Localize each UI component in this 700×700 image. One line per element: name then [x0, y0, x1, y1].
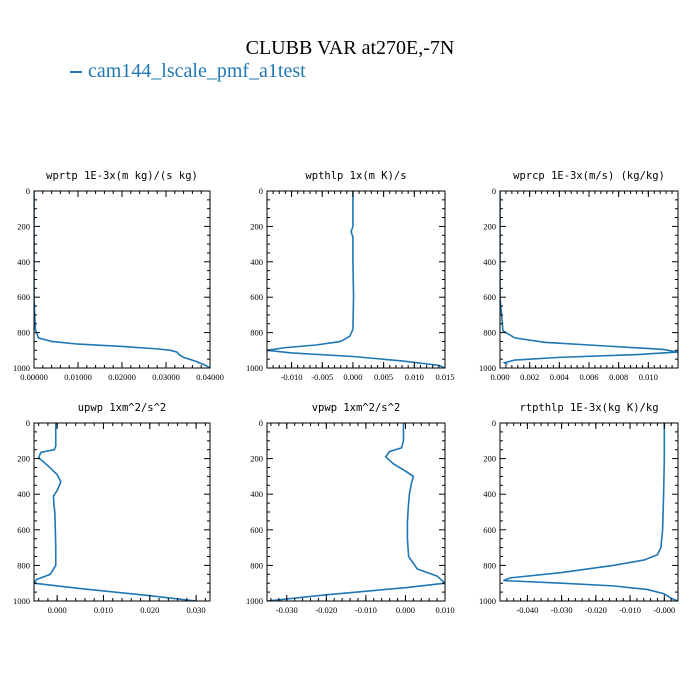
series-line [503, 423, 678, 601]
x-tick-label: 0.04000 [196, 372, 224, 382]
panel-2: wpthlp 1x(m K)/s 0 200 400 600 800 1000 -0.010-… [246, 170, 455, 382]
x-tick-label: 0.030 [187, 605, 206, 615]
y-tick-label: 800 [483, 560, 496, 570]
y-tick-label: 200 [17, 221, 30, 231]
y-tick-label: 0 [259, 418, 263, 428]
x-tick-label: -0.020 [585, 605, 607, 615]
x-tick-label: -0.020 [315, 605, 337, 615]
y-tick-label: 600 [483, 292, 496, 302]
y-tick-label: 600 [250, 292, 263, 302]
y-tick-label: 400 [17, 257, 30, 267]
y-tick-label: 200 [17, 454, 30, 464]
y-tick-label: 800 [250, 328, 263, 338]
panel-5: vpwp 1xm^2/s^2 0 200 400 600 800 1000 -0.030 -0.… [246, 402, 455, 615]
x-tick-label: 0.004 [550, 372, 570, 382]
y-tick-label: 0 [259, 186, 263, 196]
x-tick-label: 0.006 [579, 372, 598, 382]
x-tick-label: 0.02000 [108, 372, 136, 382]
x-tick-label: 0.008 [609, 372, 628, 382]
x-tick-label: 0.010 [639, 372, 658, 382]
y-tick-label: 200 [483, 454, 496, 464]
panel-title: rtpthlp 1E-3x(kg K)/kg [519, 402, 658, 414]
x-tick-label: 0.015 [435, 372, 454, 382]
panel-title: vpwp 1xm^2/s^2 [312, 402, 401, 414]
y-tick-label: 400 [17, 489, 30, 499]
y-tick-label: 400 [483, 257, 496, 267]
y-tick-label: 0 [492, 418, 496, 428]
y-tick-label: 1000 [246, 596, 263, 606]
x-tick-label: -0.030 [551, 605, 573, 615]
series-line [267, 423, 445, 601]
x-tick-label: 0.000 [48, 605, 67, 615]
plot-frame [33, 422, 211, 602]
y-tick-label: 1000 [479, 363, 496, 373]
x-tick-label: 0.000 [490, 372, 509, 382]
panel-6: rtpthlp 1E-3x(kg K)/kg 0 200 400 600 800 1000 -… [479, 402, 679, 615]
panel-4: upwp 1xm^2/s^2 0 200 400 600 800 1000 0.000 0.01… [13, 402, 211, 615]
series-line [267, 191, 445, 368]
x-tick-label: 0.000 [343, 372, 362, 382]
x-tick-label: 0.020 [140, 605, 159, 615]
y-tick-label: 800 [250, 560, 263, 570]
plot-frame [499, 422, 679, 602]
y-tick-label: 0 [492, 186, 496, 196]
panel-title: upwp 1xm^2/s^2 [78, 402, 167, 414]
y-tick-label: 400 [250, 257, 263, 267]
y-tick-label: 200 [250, 454, 263, 464]
x-tick-label: -0.010 [619, 605, 641, 615]
x-tick-label: 0.000 [396, 605, 415, 615]
plot-frame [33, 190, 211, 369]
x-tick-label: 0.005 [374, 372, 393, 382]
x-tick-label: -0.000 [653, 605, 675, 615]
y-tick-label: 1000 [246, 363, 263, 373]
legend-line-icon [70, 71, 82, 74]
y-tick-label: 1000 [13, 596, 30, 606]
y-tick-label: 1000 [479, 596, 496, 606]
x-tick-label: -0.030 [276, 605, 298, 615]
x-tick-label: 0.010 [94, 605, 113, 615]
panel-3: wprcp 1E-3x(m/s) (kg/kg) 0 200 400 600 800 100… [479, 170, 679, 382]
series-line [34, 191, 210, 368]
plot-frame [499, 190, 679, 369]
y-tick-label: 0 [26, 186, 30, 196]
panel-1: wprtp 1E-3x(m kg)/(s kg) 0 200 400 600 800 100… [13, 170, 224, 382]
x-tick-label: -0.010 [281, 372, 303, 382]
legend: cam144_lscale_pmf_a1test [70, 60, 306, 83]
x-tick-label: 0.002 [520, 372, 539, 382]
panel-title: wprtp 1E-3x(m kg)/(s kg) [46, 170, 198, 182]
x-tick-label: -0.040 [516, 605, 538, 615]
series-line [500, 191, 678, 366]
series-line [34, 423, 197, 601]
y-tick-label: 600 [483, 525, 496, 535]
x-tick-label: 0.010 [435, 605, 454, 615]
panel-title: wpthlp 1x(m K)/s [305, 170, 406, 182]
y-tick-label: 800 [17, 560, 30, 570]
x-tick-label: 0.00000 [20, 372, 48, 382]
legend-label: cam144_lscale_pmf_a1test [88, 60, 306, 82]
y-tick-label: 600 [250, 525, 263, 535]
chart-title: CLUBB VAR at270E,-7N [245, 37, 455, 59]
x-tick-label: -0.005 [311, 372, 333, 382]
y-tick-label: 200 [483, 221, 496, 231]
y-tick-label: 200 [250, 221, 263, 231]
y-tick-label: 800 [17, 328, 30, 338]
y-tick-label: 0 [26, 418, 30, 428]
x-tick-label: -0.010 [355, 605, 377, 615]
y-tick-label: 400 [250, 489, 263, 499]
x-tick-label: 0.01000 [64, 372, 92, 382]
y-tick-label: 600 [17, 292, 30, 302]
y-tick-label: 400 [483, 489, 496, 499]
y-tick-label: 800 [483, 328, 496, 338]
panel-title: wprcp 1E-3x(m/s) (kg/kg) [513, 170, 665, 182]
plot-frame [266, 422, 446, 602]
y-tick-label: 1000 [13, 363, 30, 373]
plot-frame [266, 190, 446, 369]
y-tick-label: 600 [17, 525, 30, 535]
x-tick-label: 0.010 [405, 372, 424, 382]
x-tick-label: 0.03000 [152, 372, 180, 382]
